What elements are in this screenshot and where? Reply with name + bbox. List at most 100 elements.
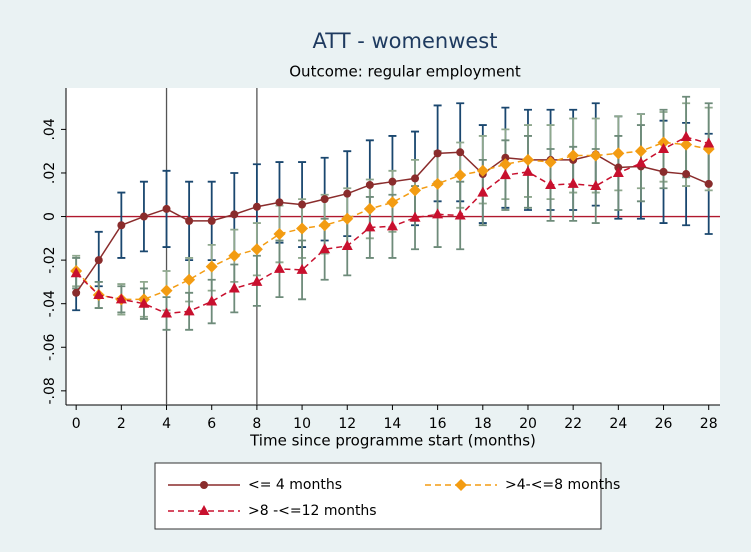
- marker: [341, 239, 353, 250]
- legend-marker: [198, 505, 210, 515]
- x-tick-label: 24: [609, 416, 627, 432]
- marker: [252, 202, 261, 211]
- chart-title: ATT - womenwest: [313, 29, 498, 53]
- marker: [682, 170, 691, 179]
- y-tick-label: -.08: [42, 377, 58, 404]
- marker: [433, 149, 442, 158]
- marker: [409, 184, 422, 197]
- marker: [589, 149, 602, 162]
- x-tick-label: 18: [474, 416, 492, 432]
- marker: [432, 208, 444, 219]
- y-tick-label: .04: [42, 118, 58, 140]
- marker: [567, 149, 580, 162]
- marker: [117, 221, 126, 230]
- marker: [228, 282, 240, 293]
- chart-subtitle: Outcome: regular employment: [289, 63, 521, 81]
- marker: [275, 198, 284, 207]
- x-tick-label: 0: [72, 416, 81, 432]
- x-axis-label: Time since programme start (months): [249, 432, 536, 450]
- marker: [296, 222, 309, 235]
- marker: [206, 295, 218, 306]
- x-tick-label: 4: [162, 416, 171, 432]
- x-tick-label: 10: [293, 416, 311, 432]
- marker: [454, 169, 467, 182]
- marker: [320, 195, 329, 204]
- marker: [70, 267, 82, 278]
- marker: [680, 131, 692, 142]
- marker: [161, 307, 173, 318]
- marker: [94, 256, 103, 265]
- marker: [411, 174, 420, 183]
- marker: [296, 263, 308, 274]
- y-tick-label: .02: [42, 162, 58, 184]
- legend: [154, 462, 602, 530]
- marker: [298, 200, 307, 209]
- marker: [343, 189, 352, 198]
- marker: [205, 260, 218, 273]
- marker: [341, 212, 354, 225]
- marker: [454, 209, 466, 220]
- x-tick-label: 6: [207, 416, 216, 432]
- legend-label: <= 4 months: [248, 477, 342, 493]
- marker: [319, 243, 331, 254]
- marker: [364, 221, 376, 232]
- marker: [162, 204, 171, 213]
- x-tick-label: 12: [338, 416, 356, 432]
- marker: [365, 180, 374, 189]
- marker: [544, 156, 557, 169]
- marker: [612, 147, 625, 160]
- marker: [521, 153, 534, 166]
- marker: [499, 158, 512, 171]
- legend-label: >4-<=8 months: [505, 477, 620, 493]
- marker: [456, 148, 465, 157]
- marker: [386, 220, 398, 231]
- marker: [251, 275, 263, 286]
- marker: [409, 211, 421, 222]
- x-tick-label: 8: [252, 416, 261, 432]
- x-tick-label: 2: [117, 416, 126, 432]
- marker: [207, 216, 216, 225]
- marker: [160, 284, 173, 297]
- marker: [138, 297, 150, 308]
- legend-label: >8 -<=12 months: [248, 503, 377, 519]
- y-tick-label: -.02: [42, 246, 58, 273]
- marker: [659, 167, 668, 176]
- marker: [183, 305, 195, 316]
- marker: [703, 137, 715, 148]
- marker: [658, 143, 670, 154]
- marker: [635, 157, 647, 168]
- marker: [139, 212, 148, 221]
- marker: [501, 153, 510, 162]
- x-tick-label: 20: [519, 416, 537, 432]
- marker: [476, 164, 489, 177]
- marker: [704, 179, 713, 188]
- y-tick-label: 0: [42, 212, 58, 221]
- x-tick-label: 16: [429, 416, 447, 432]
- marker: [273, 262, 285, 273]
- marker: [477, 186, 489, 197]
- y-tick-label: -.06: [42, 334, 58, 361]
- legend-marker: [200, 481, 208, 489]
- x-tick-label: 26: [655, 416, 673, 432]
- marker: [250, 243, 263, 256]
- marker: [634, 145, 647, 158]
- x-tick-label: 22: [564, 416, 582, 432]
- marker: [612, 166, 624, 177]
- marker: [522, 165, 534, 176]
- marker: [93, 288, 105, 299]
- x-tick-label: 14: [384, 416, 402, 432]
- marker: [545, 178, 557, 189]
- marker: [115, 293, 127, 304]
- marker: [363, 202, 376, 215]
- legend-marker: [455, 479, 467, 491]
- marker: [680, 138, 693, 151]
- marker: [590, 180, 602, 191]
- marker: [228, 249, 241, 262]
- marker: [386, 196, 399, 209]
- marker: [318, 219, 331, 232]
- marker: [273, 227, 286, 240]
- marker: [185, 216, 194, 225]
- marker: [431, 177, 444, 190]
- y-tick-label: -.04: [42, 290, 58, 317]
